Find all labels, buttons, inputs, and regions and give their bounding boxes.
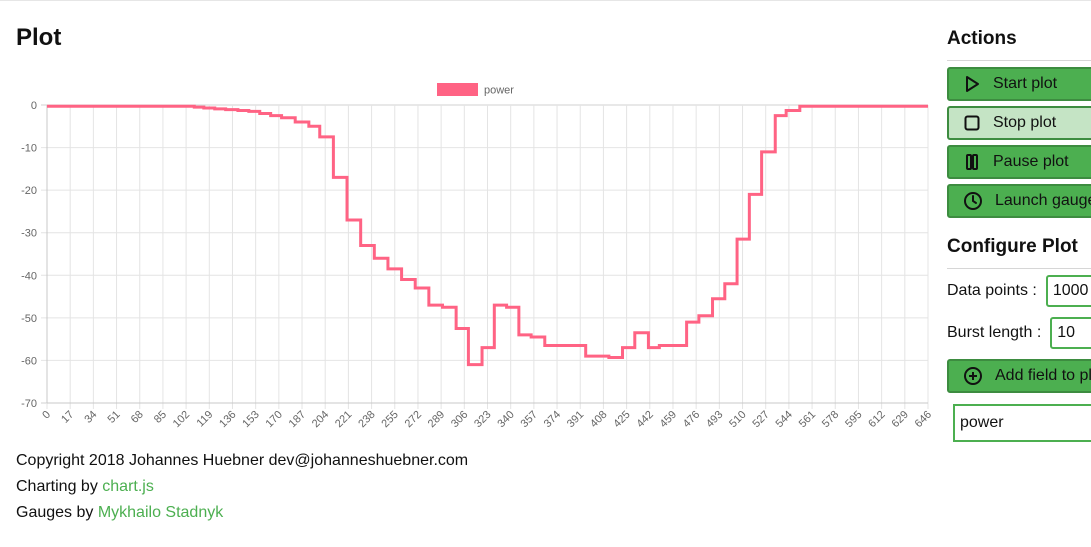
chartjs-link[interactable]: chart.js <box>102 478 154 495</box>
x-tick-label: 85 <box>152 409 169 426</box>
gauges-prefix: Gauges by <box>16 504 98 521</box>
x-tick-label: 561 <box>797 409 818 430</box>
y-tick-label: -10 <box>21 143 37 155</box>
x-tick-label: 408 <box>588 409 609 430</box>
x-tick-label: 629 <box>889 409 910 430</box>
burst-length-label: Burst length : <box>947 324 1042 341</box>
x-tick-label: 17 <box>59 409 76 426</box>
copyright-text: Copyright 2018 Johannes Huebner dev@joha… <box>16 452 469 469</box>
pause-plot-label: Pause plot <box>993 153 1069 170</box>
x-tick-label: 68 <box>129 409 146 426</box>
actions-divider <box>947 60 1091 61</box>
clock-icon <box>964 192 982 210</box>
x-tick-label: 340 <box>495 409 516 430</box>
x-tick-label: 272 <box>403 409 424 430</box>
x-tick-label: 102 <box>171 409 192 430</box>
y-tick-label: -30 <box>21 228 37 240</box>
charting-credit: Charting by chart.js <box>16 474 468 500</box>
x-tick-label: 289 <box>426 409 447 430</box>
stop-plot-button[interactable]: Stop plot <box>947 106 1091 140</box>
configure-plot-heading: Configure Plot <box>947 236 1078 257</box>
x-tick-label: 153 <box>240 409 261 430</box>
add-field-button[interactable]: Add field to plot <box>947 359 1091 393</box>
x-tick-label: 119 <box>195 409 216 430</box>
launch-gauge-label: Launch gauge <box>995 192 1091 209</box>
x-tick-label: 323 <box>472 409 493 430</box>
start-plot-label: Start plot <box>993 75 1058 92</box>
top-border <box>0 0 1091 1</box>
pause-plot-button[interactable]: Pause plot <box>947 145 1091 179</box>
x-tick-label: 187 <box>287 409 308 430</box>
x-tick-label: 459 <box>658 409 679 430</box>
x-tick-label: 425 <box>611 409 632 430</box>
y-tick-label: -60 <box>21 355 37 367</box>
start-plot-button[interactable]: Start plot <box>947 67 1091 101</box>
play-icon <box>966 76 979 92</box>
x-tick-label: 255 <box>379 409 400 430</box>
x-tick-label: 136 <box>217 409 238 430</box>
page-title: Plot <box>16 24 62 51</box>
sidebar: Actions Start plot Stop plot Pause plot … <box>947 28 1091 442</box>
y-tick-label: 0 <box>31 100 37 112</box>
burst-length-input[interactable] <box>1050 317 1091 349</box>
x-tick-label: 595 <box>843 409 864 430</box>
x-tick-label: 51 <box>106 409 123 426</box>
configure-divider <box>947 268 1091 269</box>
footer: Copyright 2018 Johannes Huebner dev@joha… <box>16 448 468 526</box>
launch-gauge-button[interactable]: Launch gauge <box>947 184 1091 218</box>
x-tick-label: 204 <box>310 409 331 430</box>
data-points-input[interactable] <box>1045 275 1091 307</box>
gauges-author-link[interactable]: Mykhailo Stadnyk <box>97 504 224 521</box>
legend-swatch <box>437 83 478 96</box>
data-points-row: Data points : <box>947 275 1091 307</box>
x-tick-label: 238 <box>356 409 377 430</box>
pause-icon <box>966 154 978 170</box>
x-tick-label: 578 <box>820 409 841 430</box>
stop-icon <box>964 115 980 131</box>
x-tick-label: 391 <box>565 409 586 430</box>
x-tick-label: 34 <box>82 409 99 426</box>
y-tick-label: -50 <box>21 313 37 325</box>
stop-plot-label: Stop plot <box>993 114 1057 131</box>
x-tick-label: 306 <box>449 409 470 430</box>
x-tick-label: 0 <box>40 409 53 422</box>
x-tick-label: 357 <box>519 409 540 430</box>
x-tick-label: 646 <box>913 409 934 430</box>
x-tick-label: 612 <box>866 409 887 430</box>
x-tick-label: 170 <box>263 409 284 430</box>
y-tick-label: -20 <box>21 185 37 197</box>
x-tick-label: 221 <box>333 409 354 430</box>
x-tick-label: 442 <box>634 409 655 430</box>
charting-prefix: Charting by <box>16 478 103 495</box>
series-line-power <box>47 104 928 367</box>
field-name-input[interactable] <box>953 404 1091 442</box>
x-tick-label: 493 <box>704 409 725 430</box>
power-chart: 0-10-20-30-40-50-60-700 17 34 51 68 85 102 119 1… <box>21 83 934 430</box>
legend-label: power <box>484 85 514 97</box>
y-tick-label: -40 <box>21 270 37 282</box>
x-tick-label: 510 <box>727 409 748 430</box>
data-points-label: Data points : <box>947 282 1037 299</box>
x-tick-label: 374 <box>542 409 563 430</box>
plus-circle-icon <box>964 367 982 385</box>
add-field-label: Add field to plot <box>995 367 1091 384</box>
x-tick-label: 476 <box>681 409 702 430</box>
x-tick-label: 527 <box>750 409 771 430</box>
y-tick-label: -70 <box>21 398 37 410</box>
actions-heading: Actions <box>947 28 1017 49</box>
x-tick-label: 544 <box>774 409 795 430</box>
gauges-credit: Gauges by Mykhailo Stadnyk <box>16 500 468 526</box>
burst-length-row: Burst length : <box>947 317 1091 349</box>
